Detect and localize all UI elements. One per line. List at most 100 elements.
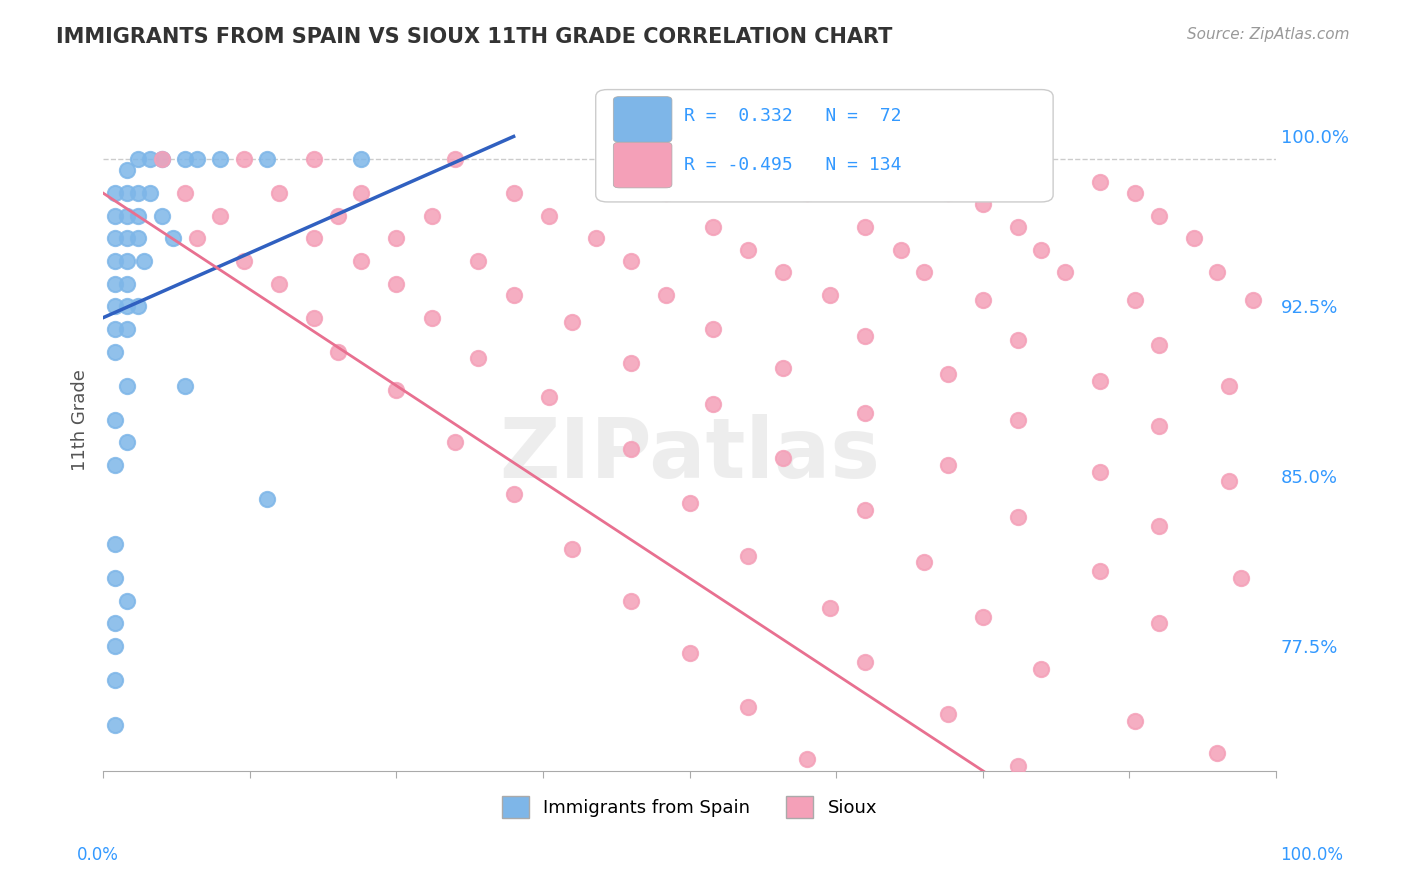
- Point: [104, 718, 127, 732]
- Point: [702, 220, 724, 235]
- Point: [1053, 265, 1076, 279]
- Point: [115, 299, 138, 313]
- Point: [115, 378, 138, 392]
- Point: [115, 186, 138, 200]
- Point: [134, 254, 156, 268]
- Point: [267, 277, 290, 291]
- Point: [162, 231, 184, 245]
- Point: [104, 412, 127, 426]
- FancyBboxPatch shape: [613, 142, 672, 188]
- Point: [772, 265, 794, 279]
- Point: [936, 186, 959, 200]
- Point: [1123, 714, 1146, 728]
- Point: [912, 265, 935, 279]
- Point: [561, 541, 583, 556]
- Point: [150, 209, 173, 223]
- Point: [267, 186, 290, 200]
- Point: [104, 299, 127, 313]
- Point: [115, 322, 138, 336]
- Point: [186, 231, 208, 245]
- Point: [678, 646, 700, 660]
- Text: Source: ZipAtlas.com: Source: ZipAtlas.com: [1187, 27, 1350, 42]
- Point: [139, 152, 162, 166]
- Point: [620, 442, 643, 456]
- Point: [537, 390, 560, 404]
- Point: [104, 616, 127, 631]
- Point: [256, 152, 278, 166]
- Point: [1088, 565, 1111, 579]
- Point: [772, 360, 794, 375]
- Point: [127, 209, 149, 223]
- Point: [796, 186, 818, 200]
- Point: [104, 277, 127, 291]
- Point: [104, 639, 127, 653]
- Point: [420, 310, 443, 325]
- Point: [1007, 220, 1029, 235]
- Point: [1182, 231, 1205, 245]
- Point: [1031, 243, 1053, 257]
- Point: [936, 707, 959, 722]
- Point: [620, 356, 643, 370]
- Point: [1007, 412, 1029, 426]
- Point: [127, 231, 149, 245]
- Point: [326, 209, 349, 223]
- Point: [104, 571, 127, 585]
- Point: [174, 378, 197, 392]
- Point: [561, 315, 583, 329]
- Point: [537, 209, 560, 223]
- Point: [104, 231, 127, 245]
- Point: [1229, 571, 1251, 585]
- Point: [620, 254, 643, 268]
- Point: [1147, 338, 1170, 352]
- Point: [104, 209, 127, 223]
- Point: [820, 288, 842, 302]
- Point: [1053, 818, 1076, 832]
- Point: [350, 186, 373, 200]
- Point: [115, 163, 138, 178]
- Point: [104, 673, 127, 687]
- Point: [855, 809, 877, 823]
- Point: [855, 406, 877, 420]
- Point: [855, 655, 877, 669]
- Point: [1241, 293, 1264, 307]
- Point: [444, 152, 467, 166]
- Point: [174, 186, 197, 200]
- Point: [936, 458, 959, 472]
- Point: [232, 152, 254, 166]
- Text: ZIPatlas: ZIPatlas: [499, 414, 880, 495]
- Point: [972, 197, 994, 211]
- Point: [890, 243, 912, 257]
- Point: [104, 458, 127, 472]
- Point: [104, 344, 127, 359]
- Point: [502, 487, 524, 501]
- Point: [350, 254, 373, 268]
- Point: [855, 220, 877, 235]
- Point: [256, 491, 278, 506]
- Point: [855, 503, 877, 517]
- Point: [115, 435, 138, 450]
- Point: [585, 231, 607, 245]
- Point: [444, 435, 467, 450]
- Point: [972, 609, 994, 624]
- Point: [302, 152, 325, 166]
- FancyBboxPatch shape: [596, 89, 1053, 202]
- Point: [737, 549, 759, 563]
- Point: [1007, 759, 1029, 773]
- Point: [150, 152, 173, 166]
- Point: [912, 555, 935, 569]
- Point: [127, 299, 149, 313]
- Point: [620, 594, 643, 608]
- Point: [104, 186, 127, 200]
- Point: [115, 231, 138, 245]
- Text: 0.0%: 0.0%: [77, 846, 120, 863]
- Point: [186, 152, 208, 166]
- Y-axis label: 11th Grade: 11th Grade: [72, 368, 89, 471]
- Legend: Immigrants from Spain, Sioux: Immigrants from Spain, Sioux: [495, 789, 884, 825]
- Point: [1147, 616, 1170, 631]
- Point: [737, 152, 759, 166]
- Point: [302, 231, 325, 245]
- Point: [115, 594, 138, 608]
- Point: [115, 277, 138, 291]
- Point: [104, 254, 127, 268]
- Point: [209, 152, 232, 166]
